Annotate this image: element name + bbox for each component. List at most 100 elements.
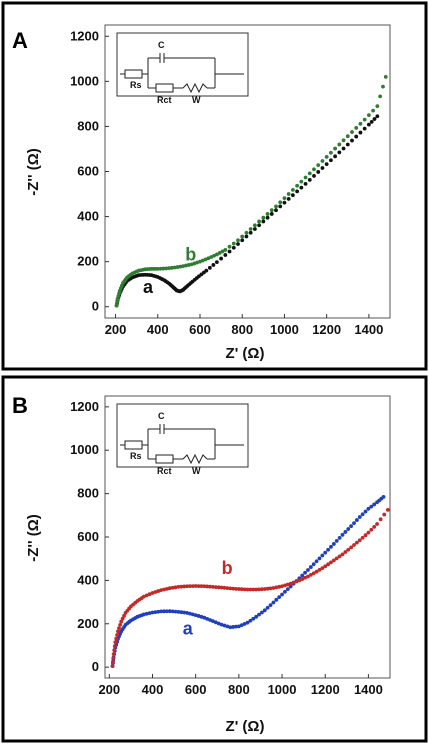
panel-b-annotation-b: b <box>222 558 233 578</box>
panel-b-series-a-point <box>357 515 362 519</box>
panel-a-series-a-point <box>375 114 380 119</box>
panel-b-series-a-point <box>182 610 187 615</box>
panel-a-series-b-point <box>274 204 278 209</box>
panel-b-series-b-point <box>188 584 192 589</box>
c-label: C <box>158 40 165 50</box>
panel-b-series-a-point <box>153 610 158 615</box>
panel-a-series-a-point <box>207 265 212 270</box>
panel-a-axes: 200 400 600 800 1000 1200 1400 0 200 400 600 800 100… <box>70 28 383 337</box>
panel-a-ytick-label: 1200 <box>70 28 99 43</box>
panel-b-series-a-point <box>372 502 377 507</box>
panel-b-series-a-point <box>245 620 250 625</box>
panel-b-xtick-label: 1200 <box>311 682 340 697</box>
panel-b-series-a-point <box>300 573 305 578</box>
panel-a-xtick-label: 600 <box>189 322 211 337</box>
panel-b-series-b-point <box>306 574 310 579</box>
panel-b-series-a-point <box>277 595 282 600</box>
panel-b-series-b-point <box>162 587 166 592</box>
panel-b-series-b-point <box>251 587 256 592</box>
panel-b-series-b-point <box>111 652 116 657</box>
panel-a-series-b-point <box>366 113 371 118</box>
panel-b-series-b-point <box>378 517 383 522</box>
panel-a-series-b-point <box>214 252 219 257</box>
panel-b-series-b-point <box>239 587 244 592</box>
panel-b-series-b-point <box>257 587 261 592</box>
panel-a-series-a-point <box>324 162 329 167</box>
panel-b-series-b-point <box>173 585 178 590</box>
panel-a-series-b-point <box>175 265 180 269</box>
panel-a-series-b-point <box>307 171 312 176</box>
panel-a-series-b-point <box>265 212 270 216</box>
panel-a-plot: 200 400 600 800 1000 1200 1400 0 200 400 600 800 100… <box>25 24 391 362</box>
panel-b-series-a-point <box>202 615 207 620</box>
panel-b-series-b-point <box>366 530 371 535</box>
panel-b-series-b-point <box>113 640 118 645</box>
panel-a-series-b-point <box>158 266 163 271</box>
panel-b-series-b-point <box>179 584 184 589</box>
panel-b-series-b-point <box>385 507 390 512</box>
panel-a-series-a-point <box>214 260 219 265</box>
panel-a-series-b-point <box>362 117 367 122</box>
panel-b-series-a-point <box>179 610 184 615</box>
panel-a-label: A <box>12 28 28 53</box>
panel-a-series-b-point <box>257 219 262 224</box>
panel-a-ytick-label: 1000 <box>70 73 99 88</box>
panel-a-series-a-point <box>219 256 224 261</box>
panel-a-inset-box <box>116 32 249 97</box>
panel-b-series-b-point <box>196 584 201 588</box>
panel-b-series-b-point <box>311 571 316 576</box>
panel-a-series-b-point <box>252 223 257 228</box>
panel-b-series-b-point <box>190 584 195 588</box>
panel-a-series-b-point <box>299 179 304 184</box>
panel-a-series-b-point <box>328 150 333 155</box>
panel-a-series-a-point <box>345 142 350 147</box>
panel-b-series-b-point <box>114 636 119 641</box>
panel-b-series-a-point <box>306 568 310 572</box>
panel-b-series-b-point <box>219 585 224 590</box>
panel-b-series-a-point <box>326 547 331 552</box>
panel-a-series-b-point <box>371 108 376 113</box>
panel-a-series-b-point <box>341 138 346 143</box>
panel-b-series-b-point <box>297 578 302 583</box>
panel-a-series-a-point <box>299 185 304 190</box>
panel-b-series-b-point <box>176 584 181 589</box>
panel-b-series-a-point <box>334 539 339 543</box>
panel-a-series-a-point <box>227 249 232 254</box>
panel-b-series-b-point <box>314 569 319 574</box>
panel-b-series-b-point <box>326 562 331 567</box>
panel-b-series-a-point <box>343 530 348 534</box>
w-label: W <box>192 95 201 105</box>
panel-b-series-b-point <box>236 587 241 591</box>
panel-b-series-b-point <box>291 580 296 585</box>
panel-a-series-b-point <box>375 104 380 109</box>
w-label: W <box>192 466 201 476</box>
panel-b-series-b-point <box>228 586 233 591</box>
panel-a-series-b-point <box>383 74 388 79</box>
panel-a-series-b-point <box>350 130 354 134</box>
panel-a-series-a-point <box>337 150 342 155</box>
panel-a-annotation-a: a <box>143 277 154 297</box>
panel-b-series-b-point <box>248 587 253 592</box>
panel-b-series-b-point <box>216 585 221 590</box>
panel-a-series-a-point <box>320 166 325 170</box>
panel-b-series-a-point <box>213 620 218 625</box>
panel-b-series-b-point <box>288 581 293 586</box>
panel-b-series-a-point <box>283 589 287 594</box>
panel-a-series-a-point <box>282 200 287 205</box>
panel-a-series-b-point <box>378 94 383 99</box>
panel-b-xlabel: Z' (Ω) <box>226 718 265 735</box>
panel-b-series-b-point <box>118 622 123 627</box>
panel-a-series-b-point <box>290 188 295 192</box>
panel-b-series-b-point <box>268 586 273 591</box>
panel-b-series-b-point <box>254 587 259 592</box>
panel-b-series-b-point <box>234 586 238 591</box>
panel-b-series-b-point <box>167 586 172 591</box>
panel-a-series-b-point <box>345 134 350 139</box>
panel-b-series-b-point <box>164 586 169 591</box>
panel-b-series-a-point <box>280 592 284 597</box>
panel-b-series-b-point <box>242 587 247 592</box>
panel-b-series-b-point <box>363 533 368 538</box>
panel-b-series-a-point <box>262 608 267 613</box>
panel-b-series-a-point <box>285 587 290 592</box>
